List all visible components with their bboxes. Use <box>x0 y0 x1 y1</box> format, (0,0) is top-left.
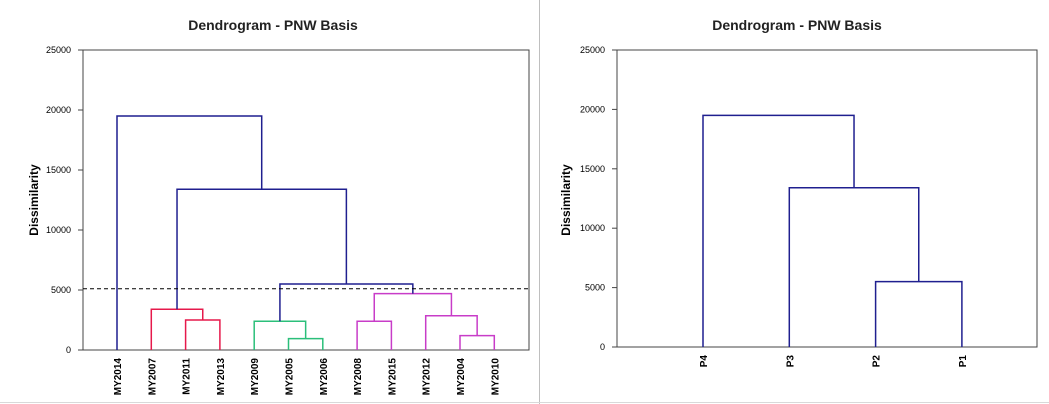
leaf-label: MY2010 <box>490 358 501 396</box>
y-axis-label: Dissimilarity <box>27 164 41 236</box>
y-tick-label: 10000 <box>580 223 605 233</box>
dendrogram-link <box>184 319 221 350</box>
y-tick-label: 5000 <box>51 285 71 295</box>
y-axis-label: Dissimilarity <box>559 164 573 236</box>
leaf-label: MY2009 <box>250 358 261 396</box>
y-tick-label: 15000 <box>46 165 71 175</box>
y-tick-label: 25000 <box>580 45 605 55</box>
dendrogram-link <box>356 320 393 350</box>
y-axis-ticks: 0 5000 10000 15000 20000 25000 <box>580 45 617 352</box>
leaf-label: P3 <box>785 355 796 368</box>
y-tick-label: 15000 <box>580 164 605 174</box>
dendrogram-link <box>176 188 348 310</box>
leaf-label: P2 <box>872 355 883 368</box>
dendrogram-link <box>788 187 920 347</box>
dendrogram-link <box>424 315 478 350</box>
leaf-label: MY2015 <box>387 358 398 396</box>
leaf-label: MY2005 <box>285 358 296 396</box>
plot-area-frame <box>82 49 530 351</box>
leaf-label: MY2007 <box>147 358 158 396</box>
dendrogram-link <box>702 114 855 347</box>
dendrogram-link <box>373 292 453 322</box>
leaf-labels: MY2014 MY2007 MY2011 MY2013 MY2009 MY2005 MY20… <box>113 358 501 396</box>
bottom-rule <box>0 402 1049 403</box>
dendrogram-links <box>83 115 529 350</box>
dendrogram-link <box>874 280 963 347</box>
dendrogram-chart-left: Dendrogram - PNW Basis Dissimilarity 0 50… <box>27 17 530 396</box>
leaf-label: MY2013 <box>216 358 227 396</box>
y-tick-label: 20000 <box>46 105 71 115</box>
y-axis-ticks: 0 5000 10000 15000 20000 25000 <box>46 45 83 355</box>
leaf-label: MY2011 <box>182 358 193 395</box>
y-tick-label: 0 <box>600 342 605 352</box>
leaf-label: MY2014 <box>113 358 124 396</box>
dendrogram-links <box>702 114 963 347</box>
leaf-label: MY2006 <box>319 358 330 396</box>
leaf-labels: P4 P3 P2 P1 <box>699 355 969 368</box>
dendrogram-chart-right: Dendrogram - PNW Basis Dissimilarity 0 50… <box>559 17 1038 368</box>
dendrogram-link <box>116 115 263 350</box>
chart-title: Dendrogram - PNW Basis <box>712 17 882 33</box>
y-tick-label: 20000 <box>580 104 605 114</box>
y-tick-label: 5000 <box>585 283 605 293</box>
leaf-label: MY2008 <box>353 358 364 396</box>
leaf-label: MY2004 <box>456 358 467 396</box>
dendrogram-link <box>279 283 414 322</box>
dendrogram-link <box>459 334 496 350</box>
y-tick-label: 0 <box>66 345 71 355</box>
leaf-label: MY2012 <box>422 358 433 396</box>
panel-divider <box>539 0 540 404</box>
leaf-label: P4 <box>699 355 710 368</box>
plot-area-frame <box>616 49 1038 348</box>
y-tick-label: 25000 <box>46 45 71 55</box>
dendrogram-link <box>253 320 307 350</box>
dendrogram-link <box>287 337 324 350</box>
y-tick-label: 10000 <box>46 225 71 235</box>
dendrogram-link <box>150 308 204 350</box>
chart-title: Dendrogram - PNW Basis <box>188 17 358 33</box>
leaf-label: P1 <box>958 355 969 368</box>
